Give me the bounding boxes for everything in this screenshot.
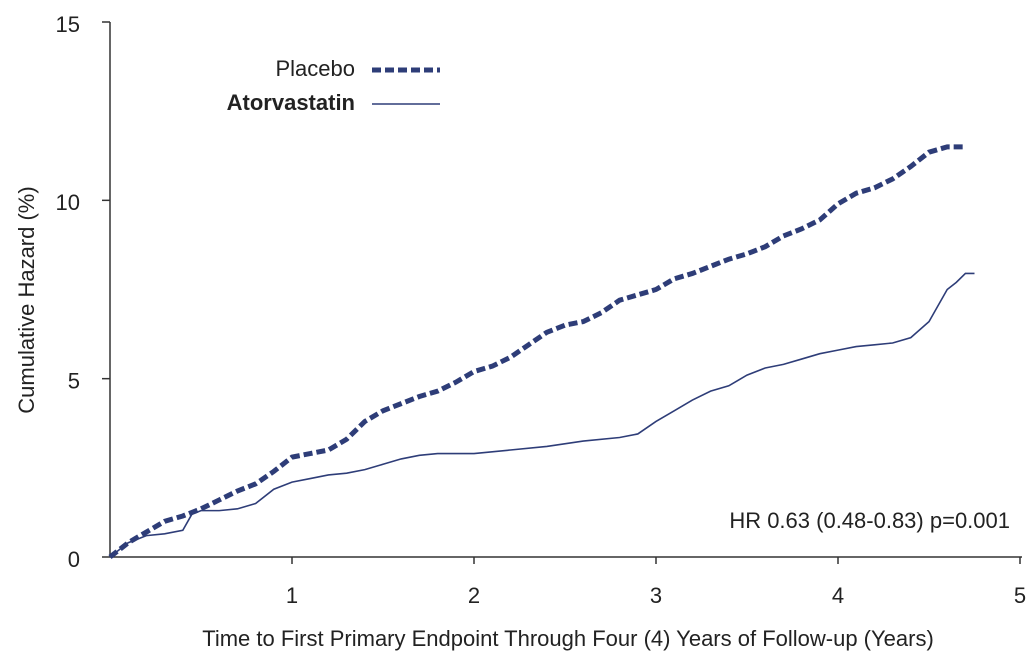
y-tick-label: 5 (68, 368, 80, 393)
x-axis-label: Time to First Primary Endpoint Through F… (202, 626, 934, 651)
x-tick-label: 4 (832, 583, 844, 608)
annotation: HR 0.63 (0.48-0.83) p=0.001 (729, 508, 1010, 533)
x-tick-label: 2 (468, 583, 480, 608)
x-tick-label: 1 (286, 583, 298, 608)
legend-label: Atorvastatin (227, 90, 355, 115)
y-tick-label: 10 (56, 190, 80, 215)
x-tick-label: 5 (1014, 583, 1026, 608)
y-axis-label: Cumulative Hazard (%) (14, 186, 39, 413)
x-tick-label: 3 (650, 583, 662, 608)
data-line (108, 144, 966, 559)
y-tick-label: 15 (56, 12, 80, 37)
y-tick-label: 0 (68, 547, 80, 572)
legend-label: Placebo (275, 56, 355, 81)
data-line (109, 272, 975, 558)
